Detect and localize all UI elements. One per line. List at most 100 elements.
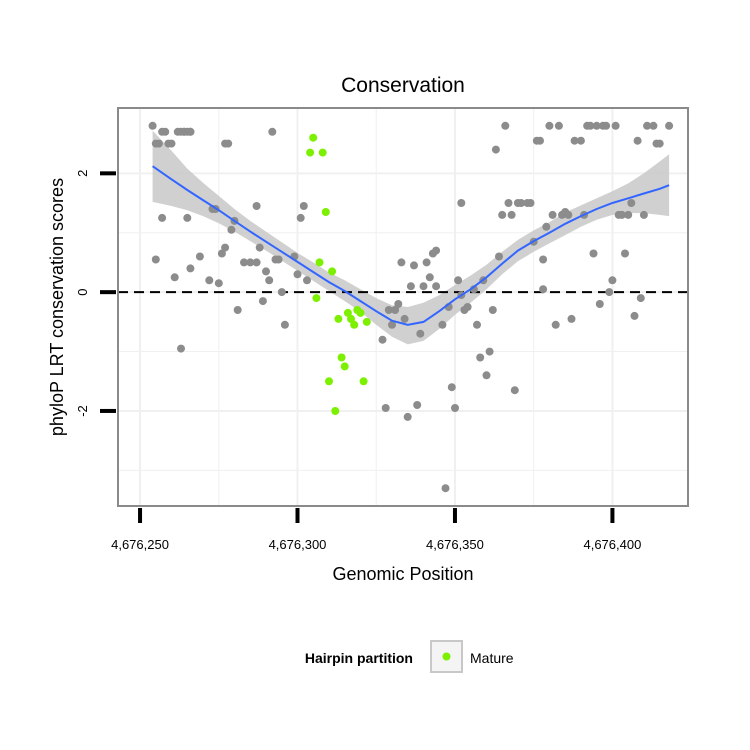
legend: Hairpin partition Mature xyxy=(305,640,514,673)
mature-point xyxy=(328,267,337,276)
other-point xyxy=(293,270,302,279)
other-point xyxy=(536,136,544,145)
other-point xyxy=(381,404,390,412)
x-tick-label: 4,676,400 xyxy=(583,537,641,552)
other-point xyxy=(400,314,409,323)
other-point xyxy=(432,282,441,291)
other-point xyxy=(576,136,585,145)
other-point xyxy=(665,121,674,130)
other-point xyxy=(384,306,393,314)
other-point xyxy=(394,300,403,308)
other-point xyxy=(554,121,563,130)
mature-point xyxy=(321,208,330,216)
mature-point xyxy=(309,133,318,142)
other-point xyxy=(548,210,557,219)
other-point xyxy=(482,371,491,380)
mature-point xyxy=(362,317,371,326)
other-point xyxy=(621,249,629,258)
other-point xyxy=(633,136,642,145)
other-point xyxy=(441,484,450,493)
other-point xyxy=(501,121,510,130)
mature-point xyxy=(306,148,315,157)
other-point xyxy=(589,249,598,258)
y-tick-label: 0 xyxy=(75,288,90,295)
other-point xyxy=(391,306,400,314)
mature-point xyxy=(350,320,359,329)
mature-point xyxy=(331,407,340,415)
other-point xyxy=(542,222,551,231)
other-point xyxy=(274,255,283,264)
other-point xyxy=(161,127,170,136)
other-point xyxy=(476,353,485,362)
other-point xyxy=(488,306,497,314)
x-tick-label: 4,676,350 xyxy=(426,537,484,552)
y-axis-label: phyloP LRT conservation scores xyxy=(47,178,67,436)
other-point xyxy=(217,249,226,258)
other-point xyxy=(258,297,267,306)
other-point xyxy=(643,121,652,130)
other-point xyxy=(186,127,195,136)
other-point xyxy=(148,121,157,130)
other-point xyxy=(255,243,264,252)
other-point xyxy=(602,121,611,130)
other-point xyxy=(636,294,645,303)
other-point xyxy=(498,210,507,219)
mature-point xyxy=(337,353,346,362)
other-point xyxy=(296,213,305,222)
other-point xyxy=(246,258,255,267)
other-point xyxy=(586,121,595,130)
other-point xyxy=(592,121,601,130)
other-point xyxy=(205,276,214,285)
mature-point xyxy=(325,377,333,386)
panel-border xyxy=(117,107,689,507)
other-point xyxy=(454,276,463,285)
chart-title: Conservation xyxy=(341,74,465,97)
mature-point xyxy=(334,314,343,323)
other-point xyxy=(564,210,573,219)
other-point xyxy=(177,344,185,353)
y-axis: -2 0 2 xyxy=(75,170,116,417)
other-point xyxy=(539,255,548,264)
other-point xyxy=(406,282,415,291)
x-axis-label: Genomic Position xyxy=(332,564,473,584)
other-point xyxy=(545,121,554,130)
other-point xyxy=(517,199,526,207)
other-point xyxy=(252,258,261,267)
other-point xyxy=(214,279,223,288)
other-point xyxy=(510,386,519,395)
other-point xyxy=(567,314,576,323)
other-point xyxy=(608,276,617,285)
other-point xyxy=(539,285,548,294)
other-point xyxy=(447,383,456,392)
legend-title: Hairpin partition xyxy=(305,650,413,666)
other-point xyxy=(227,225,236,234)
other-point xyxy=(605,288,614,297)
mature-point xyxy=(356,308,365,317)
other-point xyxy=(624,210,633,219)
other-point xyxy=(378,335,387,344)
legend-entry-mature-label: Mature xyxy=(470,650,514,666)
mature-point xyxy=(343,308,352,317)
x-axis: 4,676,250 4,676,300 4,676,350 4,676,400 xyxy=(111,508,641,552)
other-point xyxy=(299,202,308,210)
other-point xyxy=(410,261,418,270)
other-point xyxy=(432,246,441,255)
other-point xyxy=(186,264,195,273)
mature-point xyxy=(347,314,355,323)
other-point xyxy=(485,347,494,356)
x-tick-label: 4,676,250 xyxy=(111,537,169,552)
other-point xyxy=(457,199,466,207)
other-point xyxy=(595,300,604,308)
other-point xyxy=(158,213,167,222)
other-point xyxy=(551,320,560,329)
other-point xyxy=(491,145,500,154)
other-point xyxy=(183,213,192,222)
other-point xyxy=(649,121,658,130)
other-point xyxy=(425,273,434,282)
other-point xyxy=(252,202,261,210)
other-point xyxy=(221,243,230,252)
other-point xyxy=(303,276,311,285)
other-point xyxy=(639,210,648,219)
other-point xyxy=(627,199,636,207)
